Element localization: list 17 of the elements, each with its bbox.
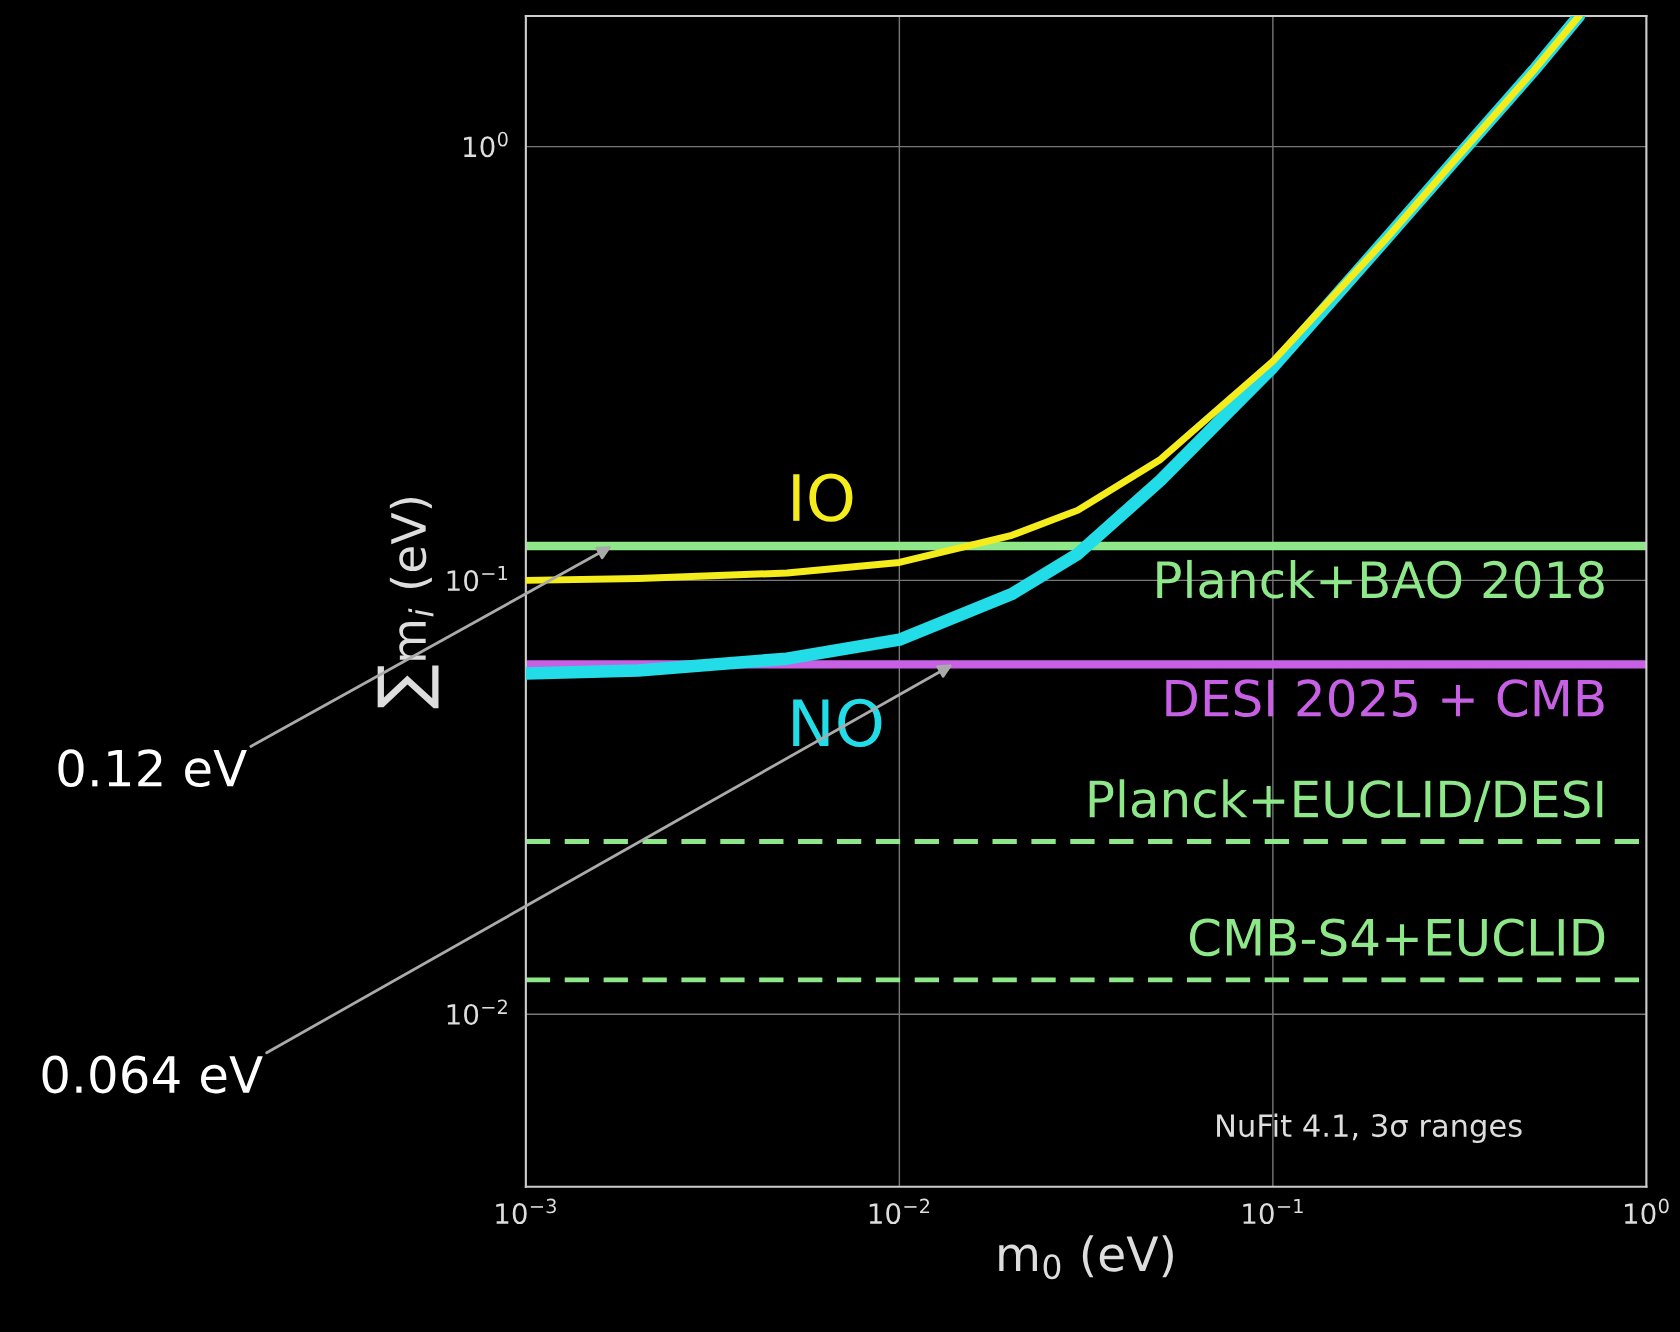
ref-line-label: Planck+EUCLID/DESI (1089, 779, 1603, 822)
x-tick-label: 10$^{0}$ (1625, 1198, 1669, 1225)
y-tick-label: 10$^{−2}$ (447, 999, 507, 1025)
y-axis-title: ∑m$_{i}$ (eV) (377, 498, 439, 709)
annotation: 0.064 eV (42, 1055, 263, 1094)
x-tick-label: 10$^{−2}$ (869, 1198, 930, 1225)
x-axis-title: m$_{0}$ (eV) (999, 1235, 1173, 1280)
series-label: IO (793, 473, 853, 522)
ref-line-label: CMB-S4+EUCLID (1189, 918, 1605, 957)
ref-line-label: Planck+BAO 2018 (1157, 559, 1604, 599)
annotation: 0.12 eV (58, 749, 247, 788)
annotation: NuFit 4.1, 3σ ranges (1217, 1113, 1522, 1144)
ref-line-label: DESI 2025 + CMB (1166, 679, 1604, 718)
y-tick-label: 10$^{0}$ (464, 131, 508, 158)
y-tick-label: 10$^{−1}$ (447, 565, 508, 592)
x-tick-label: 10$^{−1}$ (1243, 1198, 1303, 1225)
x-tick-label: 10$^{−3}$ (496, 1198, 556, 1225)
